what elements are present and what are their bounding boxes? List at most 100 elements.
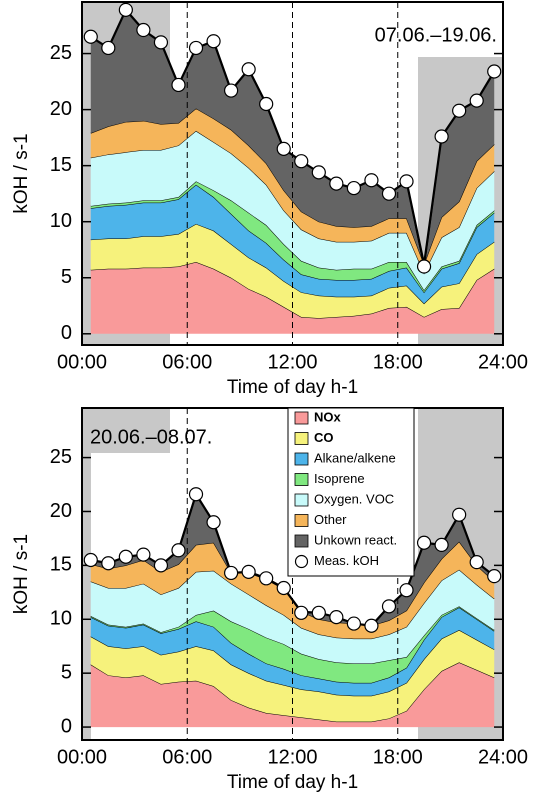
x-tick-label: 06:00	[162, 351, 212, 373]
annotation: 07.06.–19.06.	[375, 24, 497, 46]
measured-point	[118, 549, 133, 564]
legend-label: NOx	[314, 409, 342, 424]
measured-point	[101, 556, 116, 571]
x-axis-label: Time of day h-1	[227, 377, 358, 398]
legend-label: CO	[314, 430, 334, 445]
measured-point	[294, 154, 309, 169]
measured-point	[452, 507, 467, 522]
annotation: 20.06.–08.07.	[90, 426, 212, 448]
measured-point	[469, 93, 484, 108]
area-layer	[90, 494, 495, 626]
legend-swatch	[294, 452, 309, 466]
measured-point	[364, 173, 379, 188]
measured-point	[241, 564, 256, 579]
area-layer	[90, 130, 495, 291]
measured-point	[153, 35, 169, 50]
measured-point	[224, 565, 239, 581]
area-layer	[90, 108, 495, 274]
measured-point	[206, 34, 221, 49]
y-tick-label: 5	[61, 661, 72, 683]
measured-point	[452, 103, 467, 118]
measured-point	[83, 29, 98, 44]
measured-point	[346, 616, 361, 631]
legend-box	[287, 407, 415, 577]
y-tick-label: 25	[50, 42, 72, 64]
area-layer	[90, 181, 495, 293]
area-layer	[90, 541, 495, 639]
night-shade	[82, 408, 170, 453]
x-tick-label: 00:00	[57, 746, 107, 768]
measured-point	[416, 259, 432, 274]
measured-point	[224, 83, 239, 98]
measured-point	[153, 558, 169, 573]
x-axis-label: Time of day h-1	[227, 772, 358, 793]
measured-point	[487, 569, 502, 584]
legend-swatch	[294, 514, 309, 527]
measured-point	[188, 40, 204, 56]
measured-point	[171, 543, 186, 558]
legend-label: Oxygen. VOC	[314, 491, 394, 506]
y-axis-label: kOH / s-1	[11, 133, 32, 213]
legend-swatch	[294, 534, 309, 548]
measured-point	[434, 129, 449, 144]
y-tick-label: 15	[50, 554, 72, 576]
y-tick-label: 25	[50, 446, 72, 468]
measured-point	[381, 186, 397, 201]
x-tick-label: 12:00	[267, 746, 317, 768]
legend-marker	[294, 554, 309, 569]
measured-point	[188, 487, 204, 502]
legend-swatch	[294, 473, 309, 486]
measured-point	[259, 571, 274, 586]
legend-label: Unkown react.	[314, 532, 397, 547]
measured-point	[276, 580, 291, 596]
y-tick-label: 5	[61, 266, 72, 288]
area-layer	[90, 569, 495, 664]
measured-point	[329, 610, 344, 625]
measured-point	[346, 180, 361, 196]
measured-point	[469, 555, 484, 570]
measured-point	[311, 605, 326, 620]
measured-point	[434, 537, 449, 552]
area-layer	[90, 184, 495, 304]
x-tick-label: 06:00	[162, 746, 212, 768]
measured-point	[294, 605, 309, 620]
measured-point	[206, 515, 221, 530]
area-layer	[90, 262, 495, 334]
y-tick-label: 20	[50, 98, 72, 120]
y-tick-label: 20	[50, 500, 72, 522]
measured-point	[83, 552, 98, 568]
measured-point	[399, 174, 414, 189]
legend-swatch	[294, 411, 309, 425]
legend-swatch	[294, 432, 309, 445]
measured-point	[311, 165, 326, 180]
area-layer	[90, 223, 495, 319]
measured-point	[136, 22, 151, 38]
x-tick-label: 12:00	[267, 351, 317, 373]
measured-point	[487, 64, 502, 79]
x-tick-label: 00:00	[57, 351, 107, 373]
legend-label: Isoprene	[314, 471, 365, 486]
measured-point	[171, 77, 186, 93]
measured-point	[136, 547, 151, 562]
measured-point	[381, 599, 397, 614]
x-tick-label: 18:00	[373, 746, 423, 768]
legend-label: Meas. kOH	[314, 553, 379, 568]
plot-frame	[81, 1, 504, 346]
y-tick-label: 10	[50, 210, 72, 232]
y-tick-label: 0	[61, 715, 72, 737]
x-tick-label: 18:00	[373, 351, 423, 373]
area-layer	[90, 662, 495, 728]
area-layer	[90, 9, 495, 265]
measured-point	[399, 583, 414, 598]
measured-point	[259, 96, 274, 112]
y-tick-label: 0	[61, 322, 72, 344]
area-layer	[90, 607, 495, 696]
x-tick-label: 24:00	[478, 351, 528, 373]
measured-point	[364, 618, 379, 633]
y-tick-label: 10	[50, 608, 72, 630]
measured-point	[329, 176, 344, 191]
legend-swatch	[294, 493, 309, 507]
measured-point	[276, 141, 291, 156]
measured-point	[118, 2, 133, 17]
y-tick-label: 15	[50, 154, 72, 176]
